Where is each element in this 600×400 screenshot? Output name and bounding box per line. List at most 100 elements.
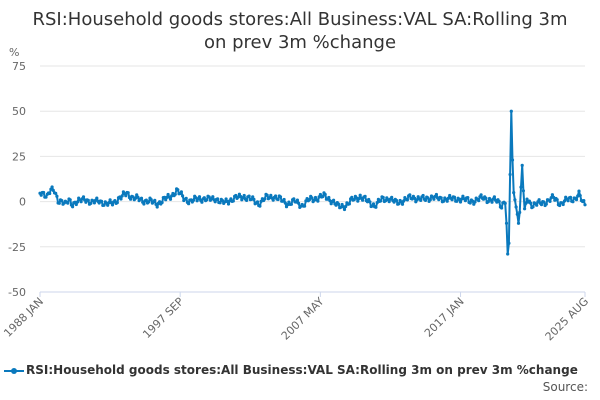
data-point[interactable]: [486, 200, 490, 204]
data-point[interactable]: [60, 199, 64, 203]
data-point[interactable]: [390, 195, 394, 199]
data-point[interactable]: [582, 199, 586, 203]
data-point[interactable]: [375, 201, 379, 205]
data-point[interactable]: [194, 196, 198, 200]
data-point[interactable]: [450, 198, 454, 202]
data-point[interactable]: [525, 197, 529, 201]
data-point[interactable]: [342, 207, 347, 212]
data-point[interactable]: [439, 196, 443, 200]
data-point[interactable]: [110, 203, 115, 207]
data-point[interactable]: [187, 202, 191, 206]
data-point[interactable]: [452, 195, 457, 199]
data-point[interactable]: [292, 197, 296, 201]
data-point[interactable]: [207, 195, 211, 199]
data-point[interactable]: [200, 200, 204, 204]
data-point[interactable]: [176, 188, 180, 192]
data-point[interactable]: [312, 198, 316, 202]
data-point[interactable]: [481, 197, 486, 201]
data-point[interactable]: [571, 200, 575, 204]
data-point[interactable]: [506, 252, 510, 256]
data-point[interactable]: [371, 202, 376, 206]
data-point[interactable]: [515, 212, 519, 216]
data-point[interactable]: [179, 190, 183, 194]
data-point[interactable]: [510, 158, 515, 162]
data-point[interactable]: [231, 199, 235, 203]
data-point[interactable]: [258, 204, 262, 208]
data-point[interactable]: [86, 198, 90, 202]
data-point[interactable]: [218, 201, 222, 205]
data-point[interactable]: [446, 196, 450, 200]
data-point[interactable]: [310, 196, 314, 200]
data-point[interactable]: [419, 198, 423, 202]
data-point[interactable]: [259, 199, 263, 203]
data-point[interactable]: [350, 195, 354, 199]
data-point[interactable]: [131, 195, 135, 199]
data-point[interactable]: [136, 195, 140, 199]
data-point[interactable]: [295, 198, 299, 202]
data-point[interactable]: [521, 189, 526, 193]
data-point[interactable]: [51, 188, 55, 192]
data-point[interactable]: [289, 202, 293, 206]
data-point[interactable]: [379, 199, 383, 203]
data-point[interactable]: [234, 193, 238, 198]
data-point[interactable]: [514, 205, 518, 209]
data-point[interactable]: [524, 201, 528, 205]
data-point[interactable]: [124, 194, 128, 198]
data-point[interactable]: [508, 172, 512, 177]
data-point[interactable]: [363, 194, 367, 198]
data-point[interactable]: [566, 199, 570, 203]
data-point[interactable]: [458, 200, 463, 204]
data-point[interactable]: [48, 191, 52, 196]
data-point[interactable]: [410, 197, 414, 201]
data-point[interactable]: [139, 196, 144, 200]
data-point[interactable]: [39, 193, 43, 197]
data-point[interactable]: [286, 203, 290, 207]
data-point[interactable]: [561, 202, 565, 207]
data-point[interactable]: [356, 199, 360, 203]
data-point[interactable]: [197, 195, 202, 199]
data-point[interactable]: [562, 199, 567, 203]
data-point[interactable]: [102, 203, 106, 207]
data-point[interactable]: [317, 195, 321, 199]
data-point[interactable]: [347, 202, 351, 206]
data-point[interactable]: [426, 196, 430, 200]
data-point[interactable]: [334, 203, 338, 207]
data-point[interactable]: [484, 196, 488, 200]
data-point[interactable]: [516, 221, 521, 225]
data-point[interactable]: [428, 198, 432, 202]
data-point[interactable]: [95, 196, 99, 200]
data-point[interactable]: [276, 197, 280, 202]
data-point[interactable]: [271, 198, 275, 202]
data-point[interactable]: [42, 190, 46, 195]
data-point[interactable]: [576, 194, 580, 198]
data-point[interactable]: [392, 200, 396, 204]
data-point[interactable]: [552, 195, 556, 199]
data-point[interactable]: [144, 198, 148, 202]
data-point[interactable]: [205, 198, 209, 202]
data-point[interactable]: [153, 198, 157, 202]
data-point[interactable]: [361, 198, 365, 202]
data-point[interactable]: [297, 201, 301, 205]
data-point[interactable]: [574, 198, 579, 202]
data-point[interactable]: [415, 198, 419, 202]
data-point[interactable]: [84, 200, 88, 204]
data-point[interactable]: [68, 198, 72, 202]
data-point[interactable]: [173, 192, 177, 196]
data-point[interactable]: [495, 200, 499, 204]
data-point[interactable]: [316, 199, 320, 203]
data-point[interactable]: [548, 199, 552, 203]
data-point[interactable]: [81, 195, 86, 199]
data-point[interactable]: [490, 200, 494, 204]
data-point[interactable]: [247, 194, 251, 198]
data-point[interactable]: [531, 205, 535, 209]
data-point[interactable]: [129, 197, 133, 201]
data-point[interactable]: [92, 201, 96, 205]
data-point[interactable]: [413, 196, 417, 200]
data-point[interactable]: [520, 163, 524, 167]
data-point[interactable]: [191, 198, 196, 202]
data-point[interactable]: [518, 210, 522, 214]
data-point[interactable]: [473, 200, 477, 204]
data-point[interactable]: [321, 195, 325, 199]
data-point[interactable]: [568, 195, 573, 199]
data-point[interactable]: [432, 197, 436, 201]
